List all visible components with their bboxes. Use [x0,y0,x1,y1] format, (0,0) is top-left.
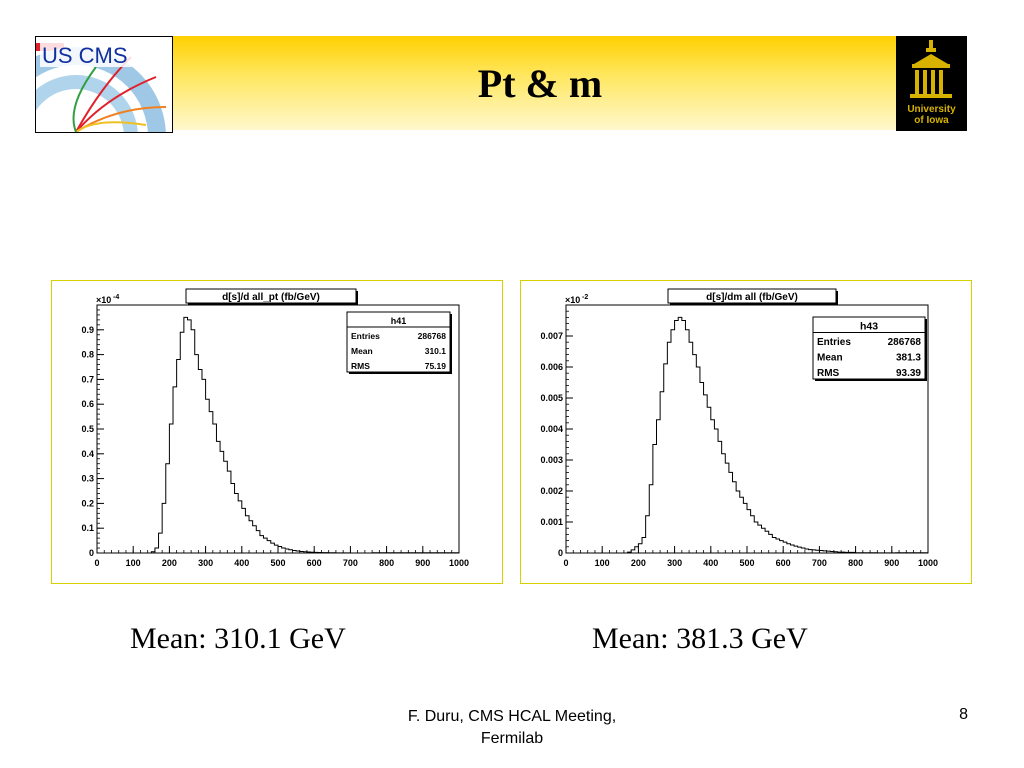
stats-value: 286768 [888,337,922,348]
y-tick-label: 0.2 [81,498,94,508]
y-tick-label: 0.003 [540,455,563,465]
histogram-line [150,316,373,554]
y-tick-label: 0.3 [81,474,94,484]
us-cms-logo: US CMS [35,36,173,133]
x-tick-label: 400 [703,558,718,568]
mass-histogram: 0 100 200 300 400 500 600 700 800 900 1000 0 0.001 0.… [540,288,938,568]
logo-left-text: US CMS [42,43,128,68]
y-tick-label: 0.001 [540,517,563,527]
stats-value: 381.3 [896,353,921,364]
x-tick-label: 600 [776,558,791,568]
y-tick-label: 0 [558,548,563,558]
slide-title: Pt & m [477,60,603,106]
university-of-iowa-logo: University of Iowa [896,36,967,131]
x-tick-label: 400 [234,558,249,568]
x-tick-label: 700 [343,558,358,568]
x-tick-label: 900 [415,558,430,568]
y-tick-label: 0.1 [81,523,94,533]
pt-histogram: 0 100 200 300 400 500 600 700 800 900 1000 0 0.1 0.2 0… [81,288,469,568]
y-tick-label: 0.8 [81,350,94,360]
y-tick-label: 0.6 [81,399,94,409]
x-tick-label: 700 [812,558,827,568]
stats-name: h41 [391,316,407,326]
stats-label: RMS [351,361,370,371]
stats-box [812,316,926,380]
y-tick-label: 0.5 [81,424,94,434]
x-tick-label: 800 [848,558,863,568]
x-tick-label: 900 [884,558,899,568]
y-tick-label: 0.004 [540,424,563,434]
y-tick-label: 0.007 [540,331,563,341]
pt-histogram-frame: 0 100 200 300 400 500 600 700 800 900 1000 0 0.1 0.2 0… [51,280,503,584]
stats-label: RMS [817,368,840,379]
header-bar [170,36,896,130]
y-multiplier-label: ×10 [565,295,580,305]
y-tick-label: 0.9 [81,325,94,335]
stats-value: 93.39 [896,368,921,379]
title-box [185,288,357,304]
y-tick-label: 0.005 [540,393,563,403]
y-multiplier-label: ×10 [96,295,111,305]
y-tick-label: 0.7 [81,374,94,384]
caption-mass-mean: Mean: 381.3 GeV [592,622,808,655]
stats-label: Entries [817,337,851,348]
logo-right-text: University of Iowa [907,104,956,126]
histogram-title: d[s]/dm all (fb/GeV) [706,292,798,303]
mass-histogram-frame: 0 100 200 300 400 500 600 700 800 900 1000 0 0.001 0.… [520,280,972,584]
stats-value: 286768 [418,331,447,341]
stats-label: Mean [351,346,373,356]
x-tick-label: 0 [563,558,568,568]
x-tick-label: 500 [270,558,285,568]
x-tick-label: 200 [162,558,177,568]
x-tick-label: 1000 [449,558,469,568]
stats-box [346,311,451,373]
stats-value: 310.1 [425,346,447,356]
y-tick-label: 0.006 [540,362,563,372]
x-tick-label: 1000 [918,558,938,568]
x-tick-label: 100 [595,558,610,568]
y-tick-label: 0.002 [540,486,563,496]
page-number: 8 [959,706,968,723]
histogram-line [627,316,896,554]
x-tick-label: 500 [739,558,754,568]
x-tick-label: 300 [198,558,213,568]
y-multiplier-exponent: -2 [582,294,588,301]
stats-label: Mean [817,353,843,364]
stats-value: 75.19 [425,361,447,371]
y-tick-label: 0.4 [81,449,94,459]
caption-pt-mean: Mean: 310.1 GeV [130,622,346,655]
stats-label: Entries [351,331,380,341]
x-tick-label: 800 [379,558,394,568]
x-tick-label: 600 [307,558,322,568]
x-tick-label: 200 [631,558,646,568]
x-tick-label: 0 [94,558,99,568]
title-box [667,288,837,304]
x-tick-label: 300 [667,558,682,568]
footer-text: F. Duru, CMS HCAL Meeting, Fermilab [407,708,617,747]
x-tick-label: 100 [126,558,141,568]
stats-name: h43 [860,321,878,333]
y-multiplier-exponent: -4 [113,294,119,301]
histogram-title: d[s]/d all_pt (fb/GeV) [222,292,320,303]
y-tick-label: 0 [89,548,94,558]
